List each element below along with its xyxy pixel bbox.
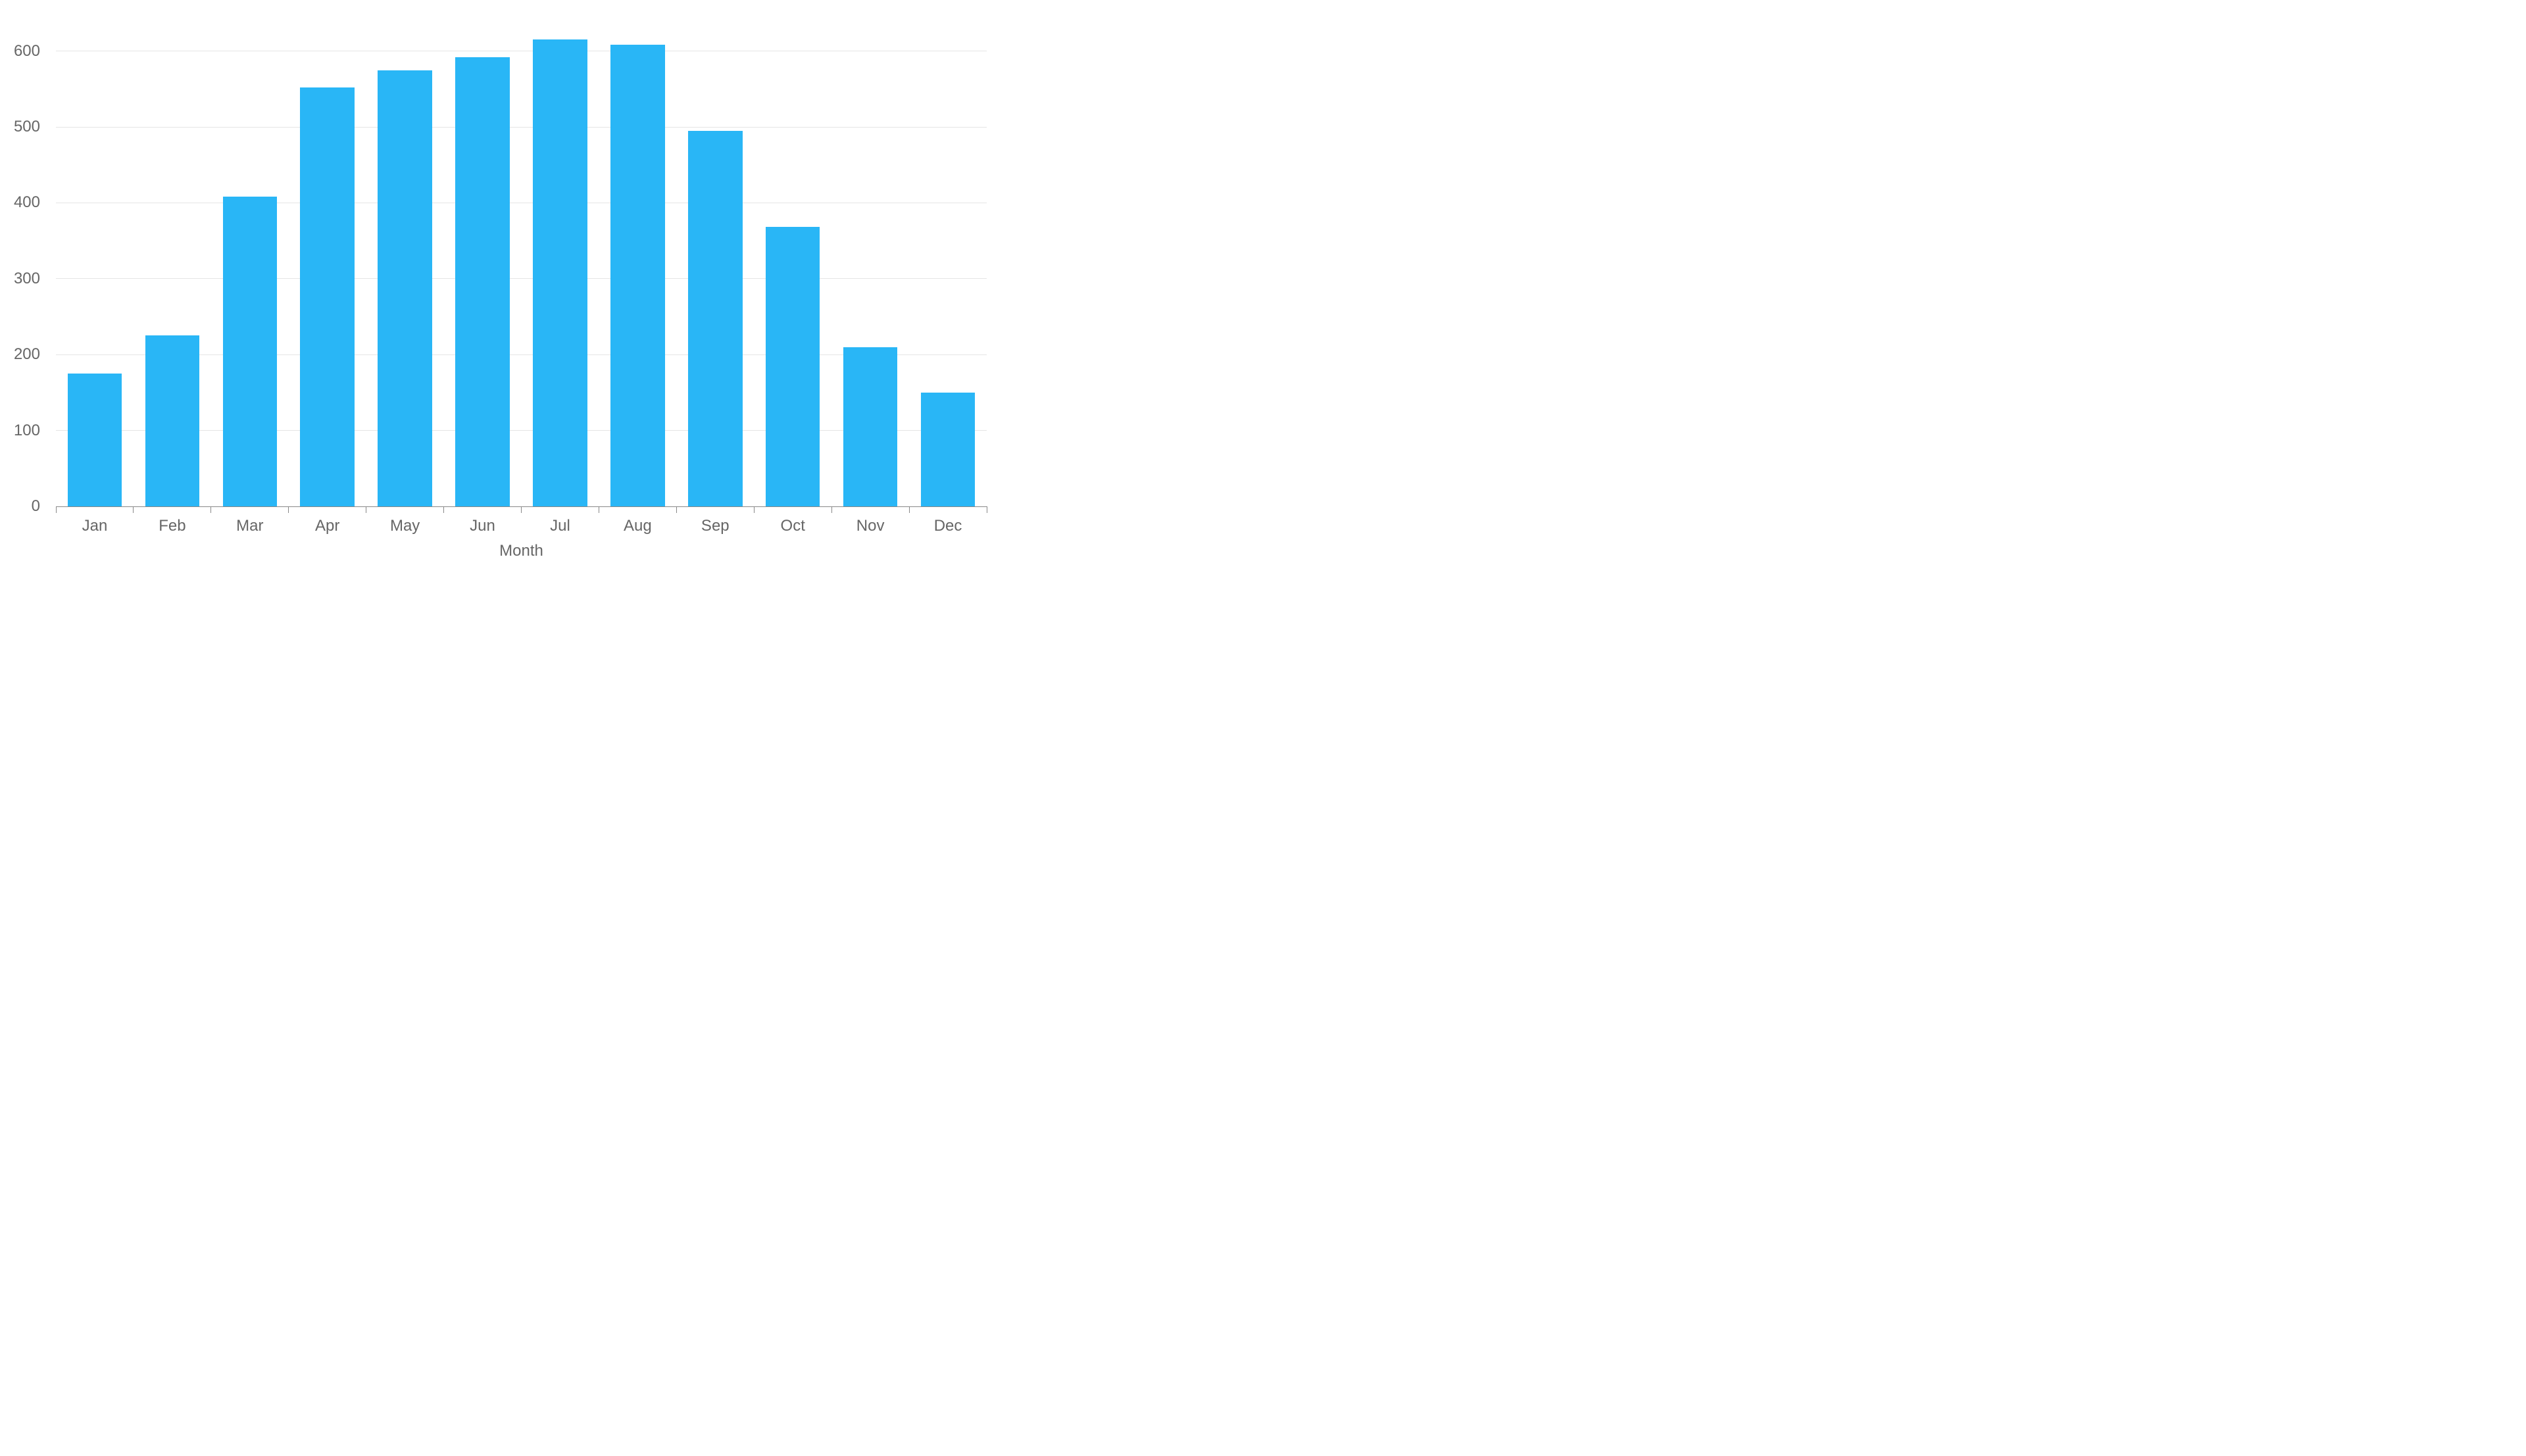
y-tick-label: 400 [0, 193, 40, 212]
bar [688, 131, 743, 506]
x-tick-mark [676, 506, 677, 513]
bar [610, 45, 665, 506]
x-tick-mark [56, 506, 57, 513]
x-tick-mark [288, 506, 289, 513]
bar [843, 347, 898, 506]
y-tick-label: 500 [0, 118, 40, 136]
y-tick-label: 100 [0, 422, 40, 440]
x-tick-mark [831, 506, 832, 513]
bar [378, 70, 432, 506]
x-axis-title: Month [499, 542, 543, 560]
x-tick-mark [521, 506, 522, 513]
x-axis-line [56, 506, 987, 507]
x-tick-label: Jul [550, 517, 570, 535]
x-tick-mark [210, 506, 211, 513]
y-tick-label: 0 [0, 497, 40, 516]
x-tick-mark [443, 506, 444, 513]
x-tick-label: Jan [82, 517, 108, 535]
bar [921, 393, 976, 506]
x-tick-label: Sep [701, 517, 730, 535]
x-tick-mark [133, 506, 134, 513]
x-tick-label: Aug [624, 517, 652, 535]
y-grid-line [56, 127, 987, 128]
x-tick-label: Jun [470, 517, 495, 535]
bar [145, 335, 200, 506]
x-tick-label: Feb [159, 517, 186, 535]
bar [455, 57, 510, 506]
x-tick-mark [909, 506, 910, 513]
x-tick-label: Mar [236, 517, 263, 535]
bar [68, 374, 122, 506]
x-tick-label: Oct [781, 517, 805, 535]
bar-chart: 0 100 200 300 400 500 600 Jan Feb Mar Apr May Jun Jul… [0, 0, 1002, 577]
y-tick-label: 200 [0, 345, 40, 364]
bar [223, 197, 278, 506]
y-tick-label: 300 [0, 270, 40, 288]
y-grid-line [56, 278, 987, 279]
x-tick-label: Nov [856, 517, 885, 535]
x-tick-label: Apr [315, 517, 339, 535]
bar [533, 39, 587, 506]
x-tick-mark [754, 506, 755, 513]
bar [766, 227, 820, 506]
y-tick-label: 600 [0, 42, 40, 61]
bar [300, 87, 355, 506]
x-tick-label: May [390, 517, 420, 535]
x-tick-label: Dec [934, 517, 962, 535]
